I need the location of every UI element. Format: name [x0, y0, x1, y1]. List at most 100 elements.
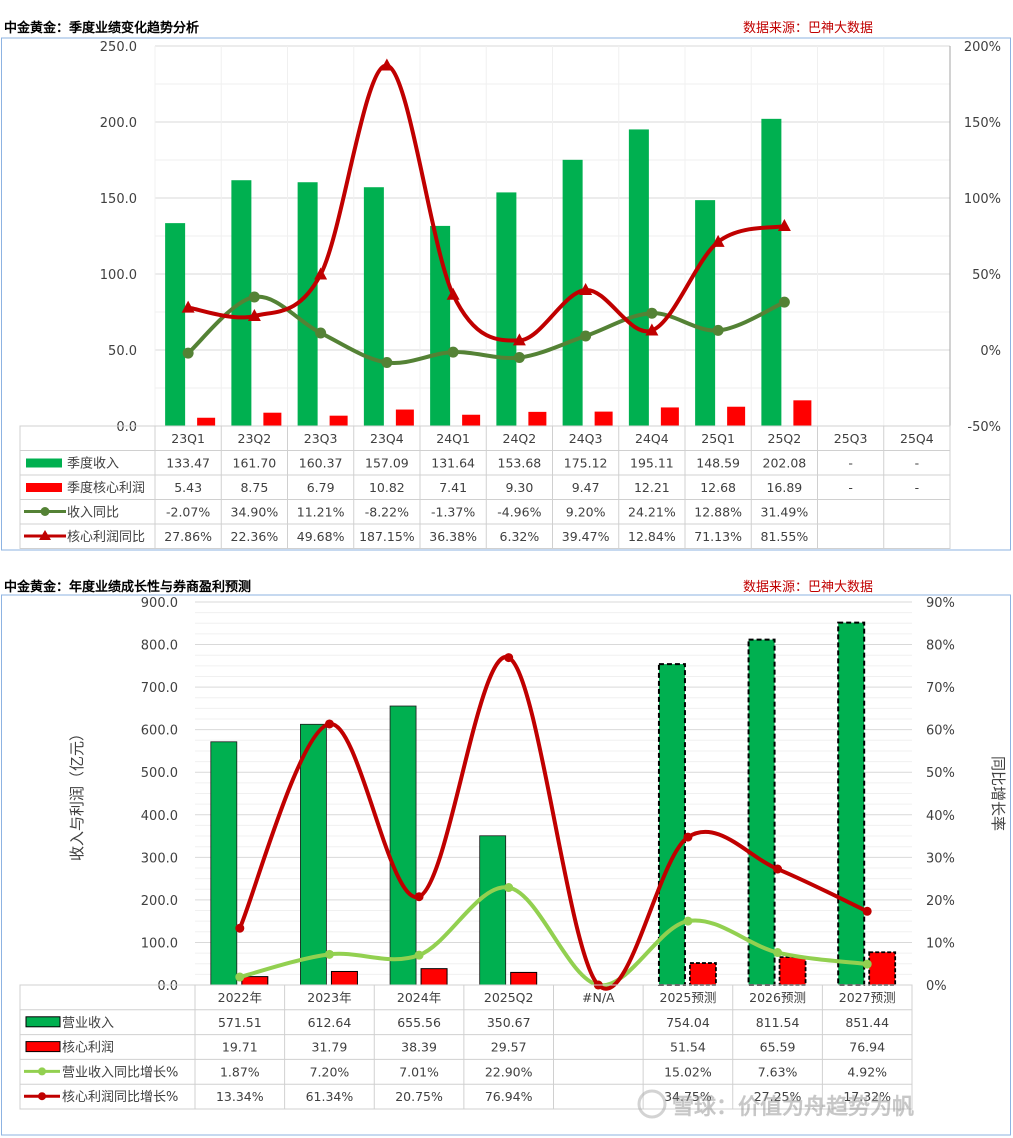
- y2-tick-label: 70%: [926, 681, 955, 696]
- y-tick-label: 400.0: [141, 809, 178, 824]
- revenue-bar: [747, 638, 776, 986]
- profit-yoy-point: [711, 234, 725, 247]
- data-label: 5.43: [174, 480, 202, 495]
- y2-tick-label: 40%: [926, 809, 955, 824]
- revenue-bar: [389, 705, 417, 986]
- revenue-yoy-line: [186, 294, 787, 365]
- legend-swatch: [25, 1041, 61, 1053]
- profit-bar: [660, 407, 679, 426]
- data-label: 65.59: [760, 1040, 796, 1055]
- revenue-bar: [761, 118, 782, 426]
- profit-bar: [330, 970, 358, 986]
- revenue-bar: [837, 621, 866, 986]
- revenue-bar: [496, 192, 517, 426]
- data-label: 9.30: [505, 480, 533, 495]
- data-label: 133.47: [166, 456, 210, 471]
- data-label: 17.32%: [843, 1089, 891, 1104]
- data-label: 8.75: [240, 480, 268, 495]
- data-label: -: [915, 456, 920, 471]
- profit-bar: [263, 412, 282, 426]
- data-label: -1.37%: [431, 505, 475, 520]
- x-tick-label: 2025预测: [660, 990, 717, 1005]
- revenue-yoy-point: [646, 307, 658, 319]
- revenue-bar: [628, 129, 649, 426]
- x-tick-label: 2024年: [397, 990, 441, 1005]
- data-label: 39.47%: [562, 529, 610, 544]
- profit-growth-point: [324, 719, 334, 729]
- data-label: 153.68: [498, 456, 542, 471]
- data-label: -2.07%: [166, 505, 210, 520]
- data-label: 6.32%: [500, 529, 540, 544]
- data-label: 6.79: [307, 480, 335, 495]
- data-label: 9.47: [572, 480, 600, 495]
- data-label: 16.89: [766, 480, 802, 495]
- data-label: 655.56: [397, 1015, 441, 1030]
- x-tick-label: 23Q2: [238, 431, 272, 446]
- data-label: 49.68%: [297, 529, 345, 544]
- profit-bar: [868, 951, 897, 986]
- data-label: 24.21%: [628, 505, 676, 520]
- profit-bar: [329, 415, 348, 426]
- y2-tick-label: 50%: [972, 268, 1001, 283]
- revenue-bar: [300, 723, 327, 986]
- data-label: 51.54: [670, 1040, 706, 1055]
- chart-title: 中金黄金：季度业绩变化趋势分析: [4, 20, 199, 36]
- data-label: 7.63%: [758, 1064, 798, 1079]
- x-tick-label: 25Q1: [701, 431, 735, 446]
- x-tick-label: 2025Q2: [484, 990, 534, 1005]
- data-label: 571.51: [218, 1015, 262, 1030]
- data-label: 9.20%: [566, 505, 606, 520]
- legend-marker: [38, 1067, 46, 1076]
- data-label: 31.49%: [761, 505, 809, 520]
- profit-yoy-point: [645, 323, 659, 336]
- legend-label: 核心利润: [62, 1041, 114, 1056]
- data-label: 131.64: [431, 456, 475, 471]
- data-label: 29.57: [491, 1040, 527, 1055]
- revenue-yoy-point: [513, 352, 525, 364]
- profit-bar: [727, 406, 746, 426]
- x-tick-label: 2022年: [218, 990, 262, 1005]
- revenue-yoy-point: [315, 327, 327, 339]
- legend-label: 核心利润同比: [67, 530, 145, 545]
- x-tick-label: 2023年: [307, 990, 351, 1005]
- legend-swatch: [26, 458, 62, 468]
- data-table: 2022年 2023年 2024年 2025Q2 #N/A 2025预测 2026预测 202…: [19, 984, 913, 1110]
- x-tick-label: 24Q2: [503, 431, 537, 446]
- data-label: 811.54: [756, 1015, 800, 1030]
- x-tick-label: 24Q4: [635, 431, 669, 446]
- table-border: [19, 425, 951, 549]
- revenue-growth-line: [237, 885, 870, 988]
- data-label: 38.39: [401, 1040, 437, 1055]
- y-tick-label: 800.0: [141, 639, 178, 654]
- data-label: 187.15%: [359, 529, 415, 544]
- data-label: 161.70: [233, 456, 277, 471]
- chart-title: 中金黄金：年度业绩成长性与券商盈利预测: [4, 579, 251, 595]
- data-label: 7.20%: [310, 1064, 350, 1079]
- y2-axis-title: 同比增长率: [989, 756, 1007, 831]
- x-tick-label: 25Q2: [768, 431, 802, 446]
- data-label: 61.34%: [306, 1089, 354, 1104]
- x-tick-label: 24Q1: [436, 431, 470, 446]
- data-label: 754.04: [666, 1015, 710, 1030]
- y2-tick-label: 20%: [926, 894, 955, 909]
- profit-bar: [420, 968, 448, 986]
- legend-label: 季度核心利润: [67, 480, 145, 496]
- y2-tick-label: 150%: [964, 116, 1001, 131]
- data-label: 12.68: [700, 480, 736, 495]
- profit-growth-point: [504, 653, 514, 663]
- watermark-text: 雪球：价值为舟趋势为帆: [672, 1094, 914, 1120]
- y-tick-label: 100.0: [100, 268, 137, 283]
- revenue-growth-point: [504, 883, 514, 893]
- data-table: 23Q1 23Q2 23Q3 23Q4 24Q1 24Q2 24Q3 24Q4 25Q1 25Q2…: [19, 425, 951, 549]
- y-tick-label: 500.0: [141, 766, 178, 781]
- data-label: 27.86%: [164, 529, 212, 544]
- data-label: 157.09: [365, 456, 409, 471]
- data-label: 202.08: [763, 456, 807, 471]
- watermark-logo-icon: [637, 1089, 667, 1119]
- y-tick-label: 700.0: [141, 681, 178, 696]
- quarterly-chart: 中金黄金：季度业绩变化趋势分析 数据来源：巴神大数据 0.0 50.0 100.0 150…: [1, 20, 1011, 551]
- x-tick-label: 23Q4: [370, 431, 404, 446]
- data-label: 81.55%: [761, 529, 809, 544]
- profit-growth-point: [862, 906, 872, 916]
- legend-swatch: [25, 1016, 61, 1028]
